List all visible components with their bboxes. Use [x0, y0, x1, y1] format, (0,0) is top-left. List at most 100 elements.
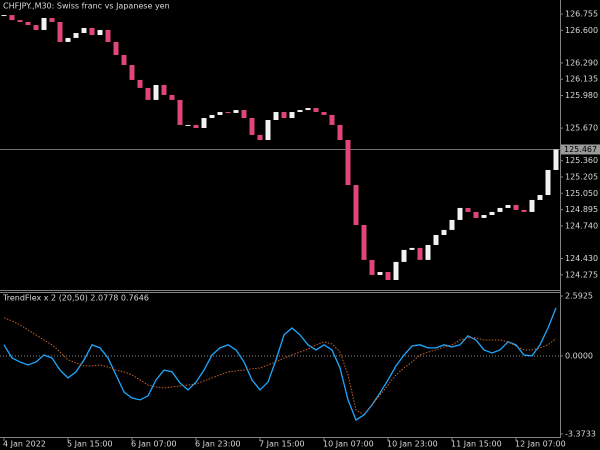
candle [345, 140, 351, 186]
candle [521, 209, 527, 212]
x-tick-label: 7 Jan 15:00 [259, 440, 305, 449]
candle [313, 108, 319, 113]
indicator-line [3, 307, 557, 421]
y-tick-label: 125.980 [565, 91, 598, 100]
candle [177, 99, 183, 125]
candle [273, 112, 279, 121]
y-tick-label: 126.290 [565, 58, 598, 67]
candle [225, 112, 231, 114]
candle [545, 169, 551, 196]
candle [257, 134, 263, 141]
candle [201, 118, 207, 129]
y-tick-label: 0.0000 [565, 351, 593, 360]
y-tick-label: 125.360 [565, 156, 598, 165]
candle [457, 207, 463, 220]
x-tick-label: 5 Jan 15:00 [67, 440, 113, 449]
candle [417, 247, 423, 260]
x-tick-label: 10 Jan 07:00 [323, 440, 374, 449]
candle [161, 84, 167, 95]
candle [425, 244, 431, 260]
x-tick-label: 11 Jan 15:00 [451, 440, 502, 449]
candle [401, 249, 407, 262]
candle [481, 215, 487, 218]
indicator-line [3, 317, 557, 416]
current-price-label: 125.467 [564, 145, 597, 154]
candle [409, 247, 415, 250]
current-price-box [561, 144, 600, 155]
candle [25, 21, 31, 26]
y-tick-label: 126.135 [565, 75, 598, 84]
candle [353, 185, 359, 225]
candle [337, 124, 343, 141]
x-tick-label: 6 Jan 23:00 [195, 440, 241, 449]
candle [265, 120, 271, 141]
y-tick-label: 124.430 [565, 254, 598, 263]
candle [329, 114, 335, 125]
candle [153, 84, 159, 100]
candle [393, 261, 399, 281]
y-tick-label: 124.275 [565, 270, 598, 279]
candle [9, 15, 15, 21]
candle [145, 87, 151, 100]
candle [65, 37, 71, 42]
candle [489, 211, 495, 216]
y-tick-label: 125.050 [565, 189, 598, 198]
candle [1, 15, 7, 17]
candle [385, 272, 391, 281]
indicator-title: TrendFlex x 2 (20,50) 2.0778 0.7646 [2, 294, 149, 303]
candle [105, 29, 111, 42]
candle [513, 205, 519, 210]
y-tick-label: 124.740 [565, 221, 598, 230]
y-tick-label: 2.5925 [565, 292, 593, 301]
candle [17, 20, 23, 22]
candle [449, 219, 455, 230]
candle [209, 114, 215, 119]
y-tick-label: 126.755 [565, 9, 598, 18]
y-tick-label: 125.670 [565, 124, 598, 133]
candle [129, 65, 135, 80]
candle [121, 55, 127, 66]
candle [89, 27, 95, 36]
candle [321, 112, 327, 115]
x-tick-label: 10 Jan 23:00 [387, 440, 438, 449]
y-tick-label: -3.3733 [565, 429, 596, 438]
y-tick-label: 124.895 [565, 205, 598, 214]
candle [233, 110, 239, 113]
candle [553, 149, 559, 170]
candle [465, 207, 471, 212]
candle [217, 112, 223, 115]
x-tick-label: 12 Jan 07:00 [515, 440, 566, 449]
x-tick-label: 4 Jan 2022 [3, 440, 46, 449]
candle [505, 205, 511, 208]
candle [249, 118, 255, 135]
y-tick-label: 126.600 [565, 26, 598, 35]
candle [369, 259, 375, 275]
candle [289, 112, 295, 119]
candle [497, 207, 503, 212]
candle [441, 229, 447, 235]
candle [113, 41, 119, 56]
candle [137, 79, 143, 88]
candle [97, 29, 103, 36]
candle [193, 124, 199, 129]
candle [529, 199, 535, 212]
candle [297, 110, 303, 113]
chart-title: CHFJPY.,M30: Swiss franc vs Japanese yen [3, 2, 170, 11]
candle [57, 21, 63, 42]
candle [377, 272, 383, 275]
candle [185, 124, 191, 126]
candle [81, 27, 87, 34]
candle [361, 224, 367, 260]
candle [473, 211, 479, 218]
candle [281, 112, 287, 119]
candle [537, 195, 543, 200]
x-tick-label: 6 Jan 07:00 [131, 440, 177, 449]
candle [73, 33, 79, 38]
candle [49, 17, 55, 22]
candle [41, 17, 47, 30]
candle [305, 108, 311, 111]
candle [241, 110, 247, 119]
candle [169, 94, 175, 100]
